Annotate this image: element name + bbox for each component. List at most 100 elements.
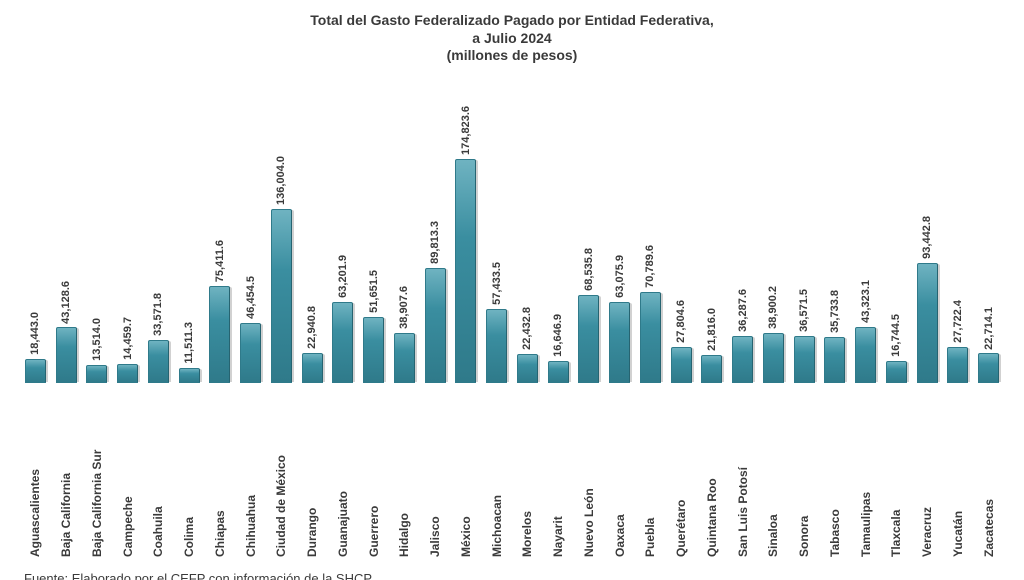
bar-value-label: 57,433.5 bbox=[491, 262, 503, 305]
bar-value-label: 38,900.2 bbox=[767, 286, 779, 329]
bar-value-label: 18,443.0 bbox=[29, 312, 41, 355]
bar-category-label: Tabasco bbox=[828, 387, 842, 557]
bar-slot: 35,733.8 bbox=[820, 73, 851, 383]
bar-slot: 43,128.6 bbox=[51, 73, 82, 383]
bar-label-slot: Coahuila bbox=[143, 387, 174, 557]
bar-rect bbox=[947, 347, 968, 382]
bar-label-slot: Veracruz bbox=[912, 387, 943, 557]
bar-value-label: 63,201.9 bbox=[337, 255, 349, 298]
bar-category-label: Campeche bbox=[121, 387, 135, 557]
bar-label-slot: Guerrero bbox=[358, 387, 389, 557]
chart-title-line2: a Julio 2024 bbox=[20, 30, 1004, 48]
bar-category-label: Quintana Roo bbox=[705, 387, 719, 557]
bar-label-slot: Querétaro bbox=[666, 387, 697, 557]
bar-slot: 93,442.8 bbox=[912, 73, 943, 383]
bar-value-label: 21,816.0 bbox=[706, 308, 718, 351]
bar-rect bbox=[671, 347, 692, 383]
bar-label-slot: Zacatecas bbox=[973, 387, 1004, 557]
chart-title-line3: (millones de pesos) bbox=[20, 47, 1004, 65]
bar-category-label: Veracruz bbox=[920, 387, 934, 557]
bar-rect bbox=[56, 327, 77, 382]
bar-label-slot: Quintana Roo bbox=[697, 387, 728, 557]
bar-category-label: México bbox=[459, 387, 473, 557]
bar-slot: 22,940.8 bbox=[297, 73, 328, 383]
bar-slot: 68,535.8 bbox=[574, 73, 605, 383]
bar-rect bbox=[548, 361, 569, 382]
bar-slot: 21,816.0 bbox=[697, 73, 728, 383]
bar-label-slot: Chihuahua bbox=[235, 387, 266, 557]
bar-slot: 174,823.6 bbox=[451, 73, 482, 383]
bar-rect bbox=[609, 302, 630, 383]
bar-value-label: 14,459.7 bbox=[122, 317, 134, 360]
bar-rect bbox=[517, 354, 538, 383]
bar-value-label: 43,323.1 bbox=[860, 280, 872, 323]
bar-value-label: 35,733.8 bbox=[829, 290, 841, 333]
bar-value-label: 63,075.9 bbox=[614, 255, 626, 298]
bar-value-label: 70,789.6 bbox=[644, 245, 656, 288]
bar-category-label: Tamaulipas bbox=[859, 387, 873, 557]
bar-slot: 33,571.8 bbox=[143, 73, 174, 383]
bar-label-slot: Tamaulipas bbox=[850, 387, 881, 557]
bar-label-slot: Tabasco bbox=[820, 387, 851, 557]
bar-slot: 16,646.9 bbox=[543, 73, 574, 383]
bar-category-label: Baja California bbox=[59, 387, 73, 557]
bar-rect bbox=[148, 340, 169, 383]
bar-label-slot: Sonora bbox=[789, 387, 820, 557]
bar-rect bbox=[86, 365, 107, 382]
bar-slot: 43,323.1 bbox=[850, 73, 881, 383]
bar-rect bbox=[917, 263, 938, 382]
bar-rect bbox=[886, 361, 907, 382]
bar-rect bbox=[117, 364, 138, 382]
bar-category-label: Guerrero bbox=[367, 387, 381, 557]
bar-slot: 13,514.0 bbox=[82, 73, 113, 383]
bar-value-label: 11,511.3 bbox=[183, 322, 195, 364]
bar-value-label: 68,535.8 bbox=[583, 248, 595, 291]
bar-value-label: 51,651.5 bbox=[368, 270, 380, 313]
bar-slot: 27,804.6 bbox=[666, 73, 697, 383]
bar-label-slot: Nayarit bbox=[543, 387, 574, 557]
bar-value-label: 136,004.0 bbox=[275, 156, 287, 205]
bar-category-label: Nayarit bbox=[551, 387, 565, 557]
bar-category-label: Tlaxcala bbox=[889, 387, 903, 557]
bar-value-label: 27,804.6 bbox=[675, 300, 687, 343]
bar-rect bbox=[855, 327, 876, 382]
bar-rect bbox=[332, 302, 353, 383]
bar-category-label: Chihuahua bbox=[244, 387, 258, 557]
bar-rect bbox=[640, 292, 661, 382]
bar-slot: 14,459.7 bbox=[112, 73, 143, 383]
bar-label-slot: Colima bbox=[174, 387, 205, 557]
bar-label-slot: Tlaxcala bbox=[881, 387, 912, 557]
bars-plot-area: 18,443.0 43,128.613,514.0 14,459.7 33,571.8… bbox=[20, 73, 1004, 383]
bar-slot: 11,511.3 bbox=[174, 73, 205, 383]
bar-label-slot: Puebla bbox=[635, 387, 666, 557]
bar-rect bbox=[486, 309, 507, 382]
bar-category-label: Nuevo León bbox=[582, 387, 596, 557]
bar-slot: 38,907.6 bbox=[389, 73, 420, 383]
bar-label-slot: Hidalgo bbox=[389, 387, 420, 557]
bar-slot: 27,722.4 bbox=[943, 73, 974, 383]
bar-rect bbox=[578, 295, 599, 383]
bar-value-label: 38,907.6 bbox=[398, 286, 410, 329]
bar-value-label: 16,744.5 bbox=[890, 314, 902, 357]
bar-value-label: 36,571.5 bbox=[798, 289, 810, 332]
chart-title-line1: Total del Gasto Federalizado Pagado por … bbox=[20, 12, 1004, 30]
bar-label-slot: Jalisco bbox=[420, 387, 451, 557]
bar-slot: 63,201.9 bbox=[328, 73, 359, 383]
bar-category-label: Sinaloa bbox=[766, 387, 780, 557]
bar-slot: 46,454.5 bbox=[235, 73, 266, 383]
bar-rect bbox=[25, 359, 46, 383]
category-labels-row: AguascalientesBaja CaliforniaBaja Califo… bbox=[20, 387, 1004, 557]
bar-value-label: 174,823.6 bbox=[460, 106, 472, 155]
bar-value-label: 89,813.3 bbox=[429, 221, 441, 264]
bar-category-label: Oaxaca bbox=[613, 387, 627, 557]
bar-label-slot: Campeche bbox=[112, 387, 143, 557]
bar-slot: 36,571.5 bbox=[789, 73, 820, 383]
bar-slot: 57,433.5 bbox=[481, 73, 512, 383]
bar-slot: 36,287.6 bbox=[727, 73, 758, 383]
bar-label-slot: México bbox=[451, 387, 482, 557]
bar-value-label: 36,287.6 bbox=[737, 289, 749, 332]
bar-rect bbox=[209, 286, 230, 382]
chart-title: Total del Gasto Federalizado Pagado por … bbox=[20, 12, 1004, 65]
bar-rect bbox=[455, 159, 476, 382]
bar-slot: 63,075.9 bbox=[604, 73, 635, 383]
